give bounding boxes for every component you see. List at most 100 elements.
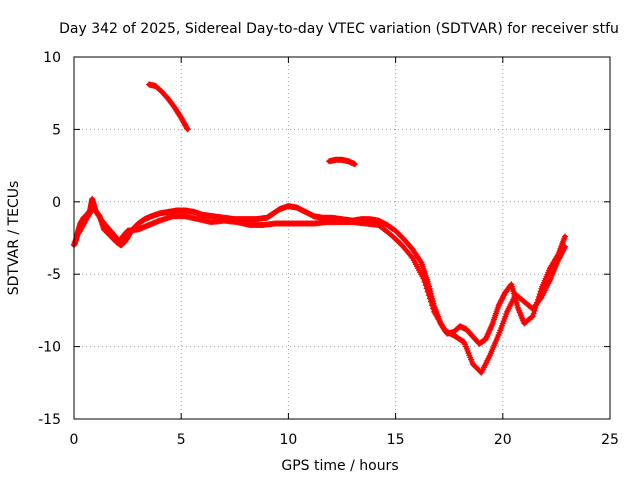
data-point xyxy=(453,334,458,339)
data-point xyxy=(286,221,291,226)
data-point xyxy=(483,337,488,342)
data-point xyxy=(432,309,437,314)
data-point xyxy=(303,209,308,214)
data-point xyxy=(74,237,79,242)
data-point xyxy=(183,208,188,213)
data-point xyxy=(320,215,325,220)
data-point xyxy=(457,324,462,329)
data-point xyxy=(340,157,344,162)
data-point xyxy=(505,309,510,314)
data-point xyxy=(90,196,95,201)
y-tick-labels: -15 -10 -5 0 5 10 xyxy=(38,50,61,428)
x-tick-label: 0 xyxy=(70,432,79,448)
data-point xyxy=(410,247,415,252)
data-point xyxy=(243,217,248,222)
data-point xyxy=(400,243,405,248)
data-point xyxy=(333,157,338,162)
x-tick-label: 10 xyxy=(279,432,297,448)
data-point xyxy=(312,214,317,219)
data-point xyxy=(200,212,205,217)
y-tick-label: -10 xyxy=(38,340,61,356)
data-point xyxy=(385,222,390,227)
data-point xyxy=(352,162,357,167)
data-point xyxy=(402,237,407,242)
data-point xyxy=(108,228,113,233)
grid-lines xyxy=(74,57,610,419)
data-point xyxy=(136,221,141,226)
data-point xyxy=(166,209,171,214)
data-point xyxy=(487,353,492,358)
data-point xyxy=(479,370,484,375)
data-point xyxy=(196,217,201,222)
series-0 xyxy=(71,195,568,347)
data-point xyxy=(99,218,104,223)
data-point xyxy=(264,215,269,220)
data-point xyxy=(337,220,342,225)
data-point xyxy=(350,220,355,225)
data-point xyxy=(539,286,544,291)
data-point xyxy=(464,327,469,332)
y-tick-label: -15 xyxy=(38,412,61,428)
data-point xyxy=(91,205,96,210)
y-tick-label: 0 xyxy=(52,195,61,211)
data-point xyxy=(324,220,329,225)
data-point xyxy=(82,220,87,225)
data-point xyxy=(462,340,467,345)
x-tick-label: 20 xyxy=(494,432,512,448)
data-point xyxy=(153,83,158,88)
data-point xyxy=(530,314,535,319)
data-point xyxy=(271,211,276,216)
data-point xyxy=(299,221,304,226)
x-tick-labels: 0 5 10 15 20 25 xyxy=(70,432,619,448)
data-point xyxy=(119,243,124,248)
data-point xyxy=(509,282,514,287)
data-point xyxy=(539,295,544,300)
data-point xyxy=(254,217,259,222)
y-tick-label: 10 xyxy=(43,50,61,66)
data-point xyxy=(346,159,351,164)
series-1 xyxy=(75,204,568,376)
data-point xyxy=(513,292,518,297)
data-point xyxy=(522,299,527,304)
data-point xyxy=(363,221,368,226)
data-point xyxy=(76,231,81,236)
data-point xyxy=(496,304,501,309)
x-tick-label: 25 xyxy=(601,432,619,448)
chart-title: Day 342 of 2025, Sidereal Day-to-day VTE… xyxy=(59,21,619,37)
data-point xyxy=(562,244,567,249)
data-point xyxy=(170,214,175,219)
x-tick-label: 5 xyxy=(177,432,186,448)
x-axis-title: GPS time / hours xyxy=(281,458,398,474)
data-point xyxy=(421,276,426,281)
data-point xyxy=(376,218,381,223)
data-point xyxy=(234,220,239,225)
data-point xyxy=(329,215,334,220)
data-point xyxy=(410,256,415,261)
data-point xyxy=(185,127,190,132)
data-point xyxy=(273,221,278,226)
data-point xyxy=(477,341,482,346)
data-point xyxy=(442,328,447,333)
data-point xyxy=(136,227,141,232)
y-axis-title: SDTVAR / TECUs xyxy=(6,181,22,296)
data-point xyxy=(159,89,164,94)
data-point xyxy=(247,222,252,227)
data-point xyxy=(142,217,147,222)
data-point xyxy=(522,321,527,326)
data-point xyxy=(562,234,567,239)
data-point xyxy=(125,228,130,233)
data-point xyxy=(419,260,424,265)
series-2 xyxy=(146,81,191,133)
data-point xyxy=(117,238,122,243)
data-point xyxy=(179,115,184,120)
data-point xyxy=(183,214,188,219)
data-point xyxy=(327,159,332,164)
data-point xyxy=(166,96,171,101)
data-point xyxy=(470,334,475,339)
data-point xyxy=(312,221,317,226)
data-layer xyxy=(71,81,568,376)
data-point xyxy=(157,218,162,223)
x-tick-label: 15 xyxy=(387,432,405,448)
data-point xyxy=(556,257,561,262)
